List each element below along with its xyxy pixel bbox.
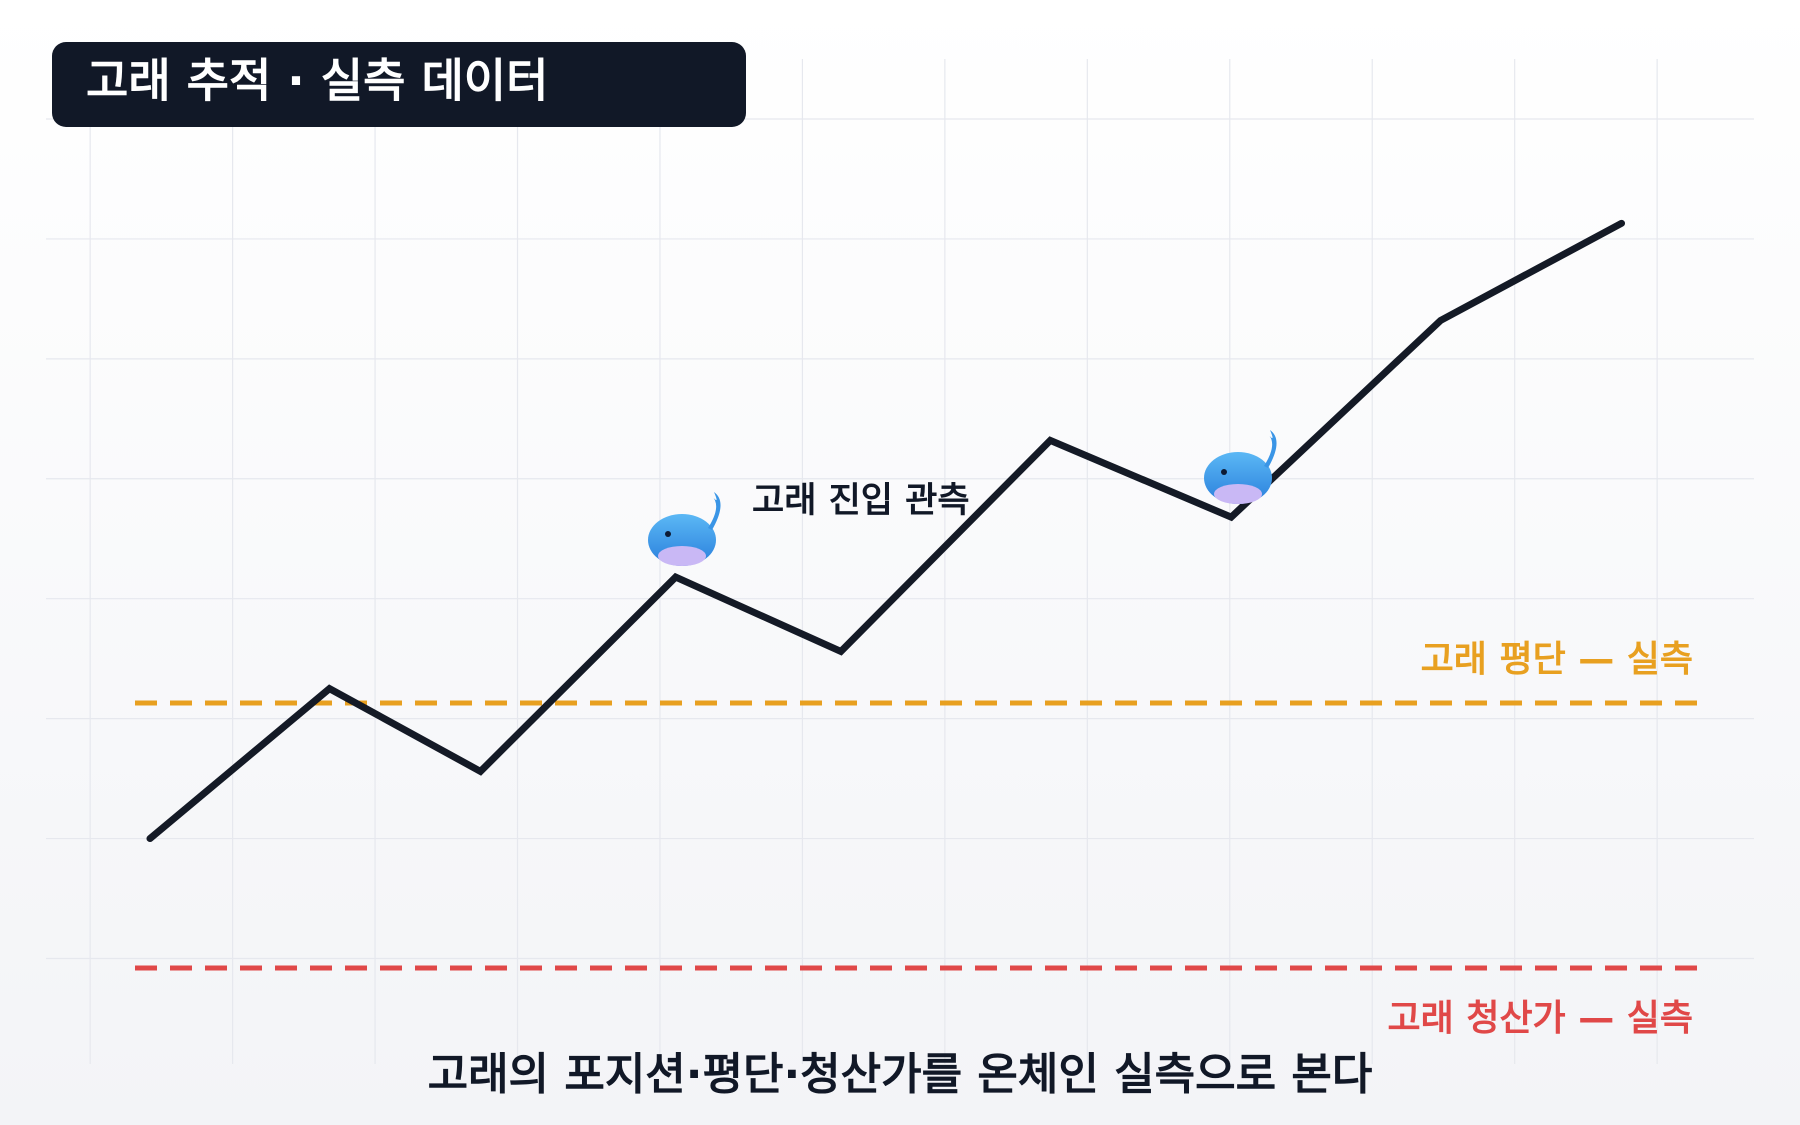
title-box [52, 42, 746, 127]
subtitle: 고래의 포지션·평단·청산가를 온체인 실측으로 본다 [428, 1049, 1373, 1100]
reference-label: 고래 청산가 — 실측 [1388, 998, 1693, 1039]
data-line [146, 219, 1626, 843]
reference-label: 고래 평단 — 실측 [1421, 639, 1693, 680]
whale-icon [648, 492, 721, 566]
annotation: 고래 진입 관측 [752, 481, 970, 521]
whale-icon [1204, 430, 1277, 504]
chart-title: 고래 추적 · 실측 데이터 [86, 54, 548, 108]
